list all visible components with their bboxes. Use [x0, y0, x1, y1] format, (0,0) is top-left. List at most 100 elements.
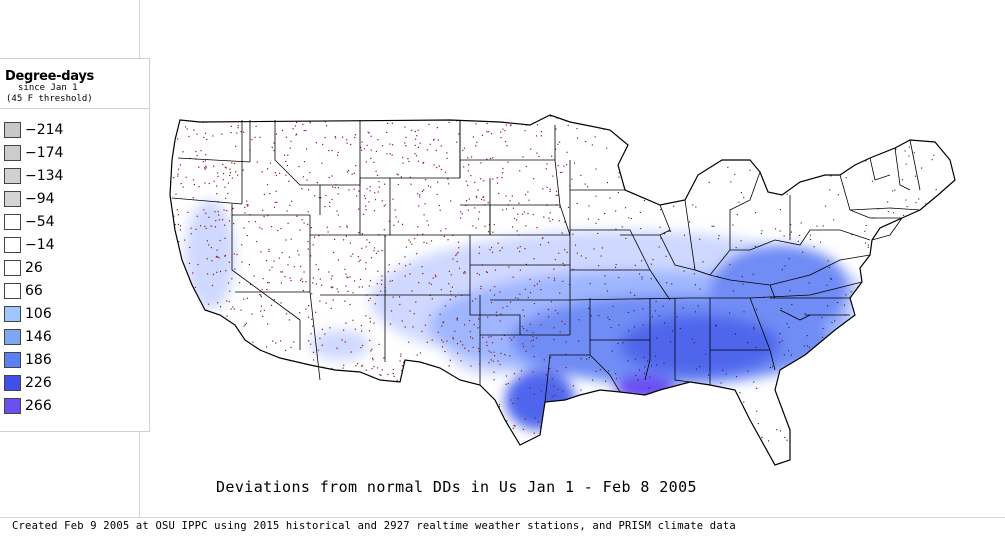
- station-dot: [175, 254, 177, 257]
- station-dot: [561, 116, 563, 118]
- station-dot: [321, 344, 323, 346]
- station-dot: [405, 265, 407, 267]
- station-dot: [316, 182, 318, 184]
- station-dot: [437, 139, 439, 141]
- station-dot: [699, 238, 701, 240]
- station-dot: [337, 214, 339, 216]
- station-dot: [852, 317, 854, 319]
- station-dot: [244, 388, 246, 390]
- station-dot: [234, 425, 236, 427]
- station-dot: [210, 247, 212, 249]
- station-dot: [498, 403, 501, 406]
- station-dot: [497, 360, 499, 362]
- station-dot: [488, 224, 490, 226]
- station-dot: [507, 161, 509, 163]
- station-dot: [325, 302, 327, 304]
- station-dot: [424, 380, 426, 382]
- station-dot: [216, 193, 218, 195]
- station-dot: [310, 333, 312, 335]
- station-dot: [262, 278, 264, 280]
- station-dot: [184, 421, 186, 423]
- station-dot: [913, 152, 915, 154]
- station-dot: [729, 453, 731, 455]
- station-dot: [247, 365, 249, 367]
- station-dot: [522, 156, 524, 158]
- station-dot: [315, 283, 317, 285]
- station-dot: [854, 300, 856, 302]
- station-dot: [761, 436, 763, 438]
- station-dot: [286, 164, 288, 167]
- station-dot: [636, 406, 638, 408]
- station-dot: [417, 193, 419, 195]
- station-dot: [486, 122, 488, 125]
- station-dot: [273, 399, 276, 401]
- station-dot: [514, 425, 516, 427]
- station-dot: [419, 352, 422, 354]
- station-dot: [381, 416, 383, 418]
- station-dot: [821, 317, 823, 319]
- station-dot: [357, 416, 360, 418]
- station-dot: [705, 437, 707, 439]
- station-dot: [585, 121, 587, 123]
- station-dot: [273, 405, 275, 407]
- station-dot: [216, 375, 218, 377]
- station-dot: [580, 389, 582, 391]
- station-dot: [275, 342, 277, 344]
- station-dot: [408, 341, 410, 343]
- station-dot: [656, 337, 658, 339]
- station-dot: [210, 225, 212, 227]
- station-dot: [626, 422, 628, 424]
- station-dot: [590, 315, 592, 317]
- station-dot: [741, 276, 743, 278]
- station-dot: [595, 222, 597, 224]
- station-dot: [480, 198, 483, 201]
- station-dot: [253, 275, 255, 277]
- station-dot: [417, 226, 419, 228]
- station-dot: [687, 186, 689, 188]
- station-dot: [342, 136, 344, 138]
- station-dot: [217, 385, 219, 387]
- station-dot: [493, 224, 495, 226]
- station-dot: [301, 219, 303, 221]
- station-dot: [502, 209, 504, 211]
- station-dot: [802, 251, 804, 253]
- station-dot: [206, 352, 208, 354]
- station-dot: [444, 171, 447, 173]
- station-dot: [563, 264, 566, 267]
- station-dot: [491, 133, 493, 135]
- station-dot: [422, 233, 424, 235]
- station-dot: [793, 364, 795, 366]
- station-dot: [488, 362, 490, 364]
- station-dot: [404, 428, 406, 430]
- station-dot: [365, 369, 367, 371]
- legend-swatch: [4, 122, 21, 138]
- station-dot: [652, 259, 654, 261]
- station-dot: [565, 353, 567, 355]
- station-dot: [440, 230, 442, 232]
- station-dot: [209, 364, 211, 366]
- station-dot: [247, 367, 249, 369]
- station-dot: [540, 324, 542, 326]
- station-dot: [553, 338, 555, 341]
- station-dot: [664, 424, 666, 426]
- station-dot: [543, 359, 545, 361]
- station-dot: [364, 197, 367, 200]
- station-dot: [337, 118, 339, 120]
- station-dot: [369, 317, 371, 319]
- station-dot: [188, 135, 190, 138]
- station-dot: [831, 321, 833, 323]
- station-dot: [375, 404, 377, 406]
- station-dot: [348, 189, 350, 191]
- station-dot: [426, 149, 428, 151]
- station-dot: [836, 301, 838, 303]
- station-dot: [343, 239, 345, 241]
- station-dot: [540, 289, 542, 291]
- station-dot: [645, 421, 647, 423]
- station-dot: [720, 382, 722, 384]
- station-dot: [214, 411, 216, 413]
- station-dot: [457, 352, 459, 354]
- station-dot: [220, 306, 222, 308]
- station-dot: [355, 165, 357, 167]
- station-dot: [543, 216, 545, 218]
- station-dot: [749, 169, 751, 171]
